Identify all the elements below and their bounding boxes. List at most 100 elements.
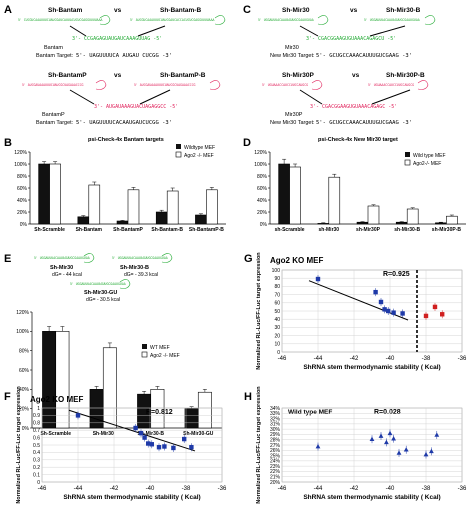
legend-swatch [142,344,147,349]
guide-name: Mir30P [285,112,303,118]
y-tick-label: 100% [14,162,27,168]
hairpin-sequence: 5' UGGAUUUACAAUAGUUGCGAAUGUAA [258,18,314,22]
y-tick-label: 90 [274,276,280,282]
target-sequence: 5'- GCUGCCAAACAUUUGUCGAAG -3' [316,53,412,59]
x-tick-label: -40 [146,486,155,492]
x-tick-label: -46 [278,486,287,492]
arrow [299,89,323,105]
x-tick-label: -46 [278,356,287,362]
panel-e: E 5' UGGAUUUACAAUAGUUGCGAAUGUAA Sh-Mir30… [4,253,222,437]
data-point [378,299,384,305]
panel-b: B psi-Check-4x Bantam targets 0% 20% 40% 60… [4,137,226,233]
category-label: Sh-BantamP [113,227,143,233]
category-label: sh-Mir30-B [394,227,420,233]
y-tick-label: 0.4 [33,450,40,456]
bar-chart-d: 0% 20% 40% 60% 80% 100% 120% sh-Scramble sh-Mir3… [254,150,466,233]
vs-label: vs [114,7,122,14]
x-tick-label: -42 [110,486,119,492]
y-tick-label: 120% [16,310,29,316]
legend-label: WT MEF [150,345,170,351]
data-point [149,442,154,447]
y-tick-label: 80% [257,174,268,180]
y-tick-label: 0% [20,222,28,228]
data-point [382,307,387,312]
target-label: New Mir30 Target: [270,53,315,59]
panel-letter: A [4,4,12,16]
category-label: sh-Mir30P [356,227,381,233]
x-tick-label: -46 [38,486,47,492]
bar [102,347,117,429]
hairpin-loop [83,253,95,263]
y-tick-label: 30% [270,427,281,433]
arrow [137,25,166,37]
hairpin-sequence: 5' AUCGAUAAAUUUCUAUCGCUAGAAACCCG [22,83,83,87]
panel-f: F Ago2 KO MEF R=0.812 0 0.10.20.3 0.40.5 0.… [4,386,227,504]
hairpin-name: Sh-Mir30 [50,265,73,271]
y-tick-label: 40% [257,198,268,204]
hairpin-sequence: 5' UGGAUUUACAAUAGUUGCGAAUGUAA [112,256,168,260]
x-axis-label: ShRNA stem thermodynamic stability ( Kca… [303,494,440,501]
data-point [138,430,144,436]
legend-swatch [176,144,181,149]
x-tick-label: -38 [422,356,431,362]
y-tick-label: 27% [270,443,281,449]
r-value: R=0.812 [146,409,173,416]
y-tick-label: 60% [17,186,28,192]
dg-label: dG= - 39.3 kcal [124,272,158,278]
arrow [369,25,406,37]
legend-swatch [405,152,410,157]
y-tick-label: 32% [270,416,281,422]
data-point [369,436,375,441]
data-point [386,308,391,314]
data-point [432,304,438,310]
data-point [189,445,194,450]
scatter-chart-f: 0 0.10.20.3 0.40.5 0.60.70.8 0.91 -46 -44 -42 -4… [16,386,227,504]
arrow [299,25,319,37]
hairpin-loop [317,15,329,25]
y-tick-label: 33% [270,411,281,417]
y-tick-label: 26% [270,448,281,454]
hairpin-sequence: 5' AUCGAUAAAUUUCUAUCGCUAGAAACCCG [134,83,195,87]
bar [356,221,369,225]
data-point [387,430,393,436]
category-label: Sh-Mir30 [93,431,114,437]
hairpin-sequence: 5' UGUAAACCAUCCUUCCAUGCG [262,83,308,87]
panel-g: G Ago2 KO MEF R=0.925 0 10 20 30 40 50 60 70 80 9… [244,252,467,371]
category-label: Sh-Bantam [76,227,103,233]
y-tick-label: 80 [274,284,280,290]
construct-label: Sh-Mir30-B [386,7,421,14]
category-label: Sh-BantamP-B [189,227,224,233]
panel-a: A Sh-Bantam vs Sh-Bantam-B 5' CUCGUCAAAU… [4,4,226,126]
panel-letter: H [244,391,252,403]
x-tick-label: -38 [182,486,191,492]
bar [195,214,207,225]
y-tick-label: 0.1 [33,472,40,478]
legend-swatch [175,151,182,158]
y-tick-label: 0 [277,350,280,356]
bar [166,190,179,225]
y-tick-label: 0% [260,222,268,228]
scatter-chart-h: 20%21%22%23%24%25%26%27%28%29%30%31%32%3… [256,386,467,504]
y-tick-label: 29% [270,432,281,438]
hairpin-loop [209,80,221,90]
guide-sequence: 3'- AUGAUAAAGUACUAGAGGCC -5' [94,104,178,110]
y-tick-label: 70 [274,292,280,298]
construct-label: Sh-BantamP [48,72,87,79]
y-tick-label: 1 [37,406,40,412]
y-tick-label: 31% [270,422,281,428]
data-point [373,289,378,295]
vs-label: vs [114,72,122,79]
arrow [69,89,95,105]
data-point [146,441,151,446]
legend-label: Ago2 -/- MEF [184,153,214,159]
y-tick-label: 40% [17,198,28,204]
target-label: New Mir30 Target: [270,120,315,126]
hairpin-loop [95,80,107,90]
x-tick-label: -40 [386,486,395,492]
category-label: sh-Scramble [275,227,305,233]
bar [88,184,101,225]
x-tick-label: -36 [218,486,227,492]
hairpin-sequence: 5' UGGAUUUACAAUAGUUGCGAAUGUAA [70,282,126,286]
y-tick-label: 80% [19,348,30,354]
